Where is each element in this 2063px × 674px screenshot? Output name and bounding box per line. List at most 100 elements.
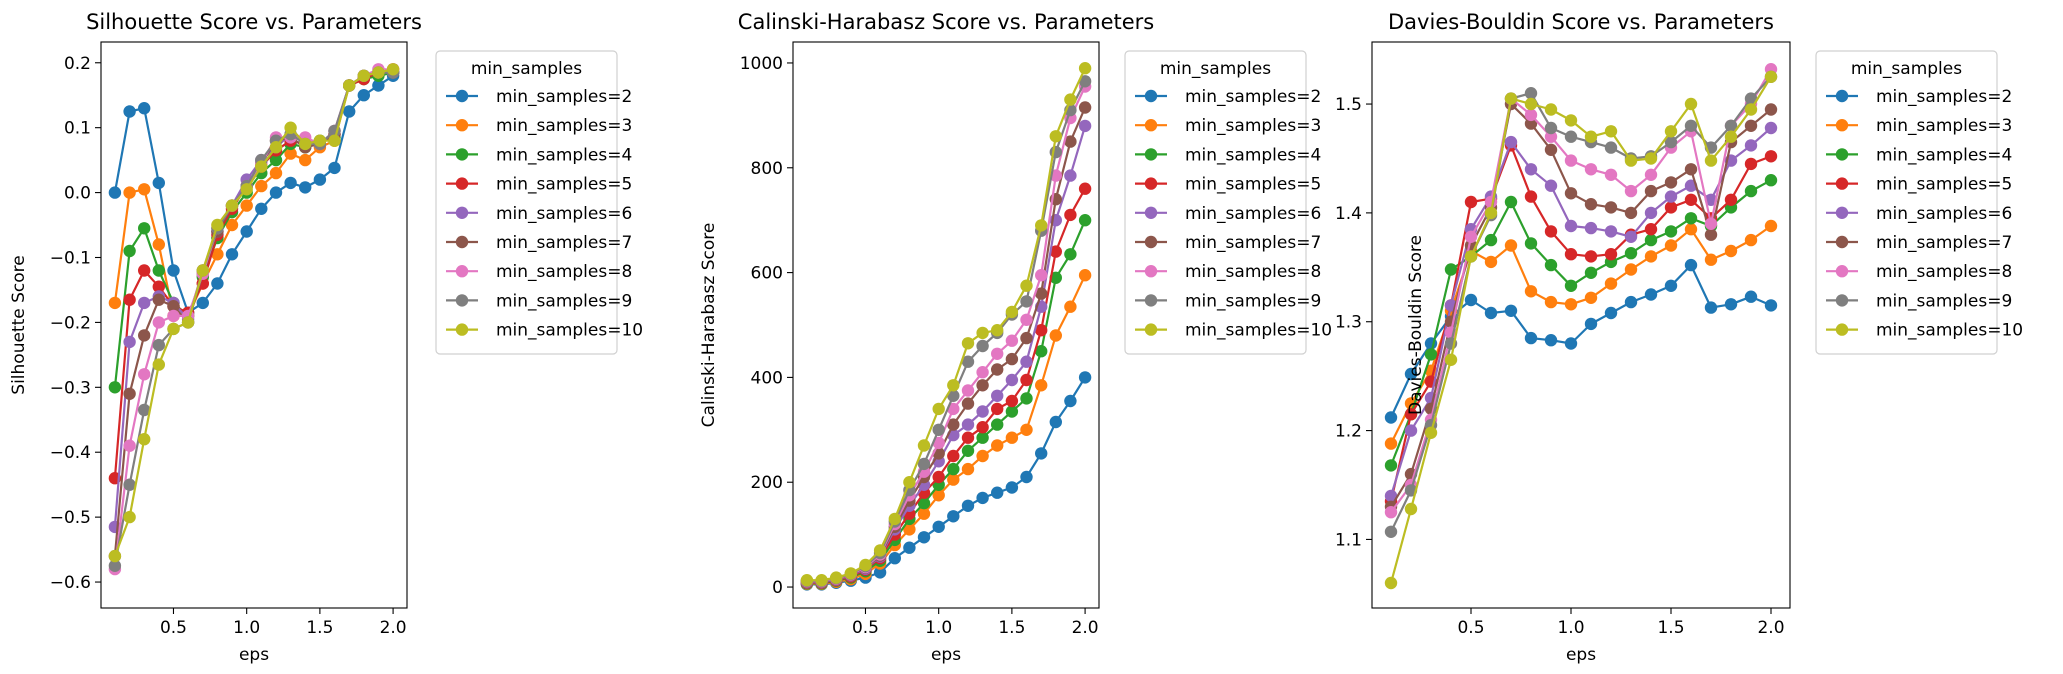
data-point [1644,184,1658,198]
data-point [1764,150,1778,163]
x-tick-label: 2.0 [380,618,407,638]
legend-item: min_samples=10 [1135,321,1332,341]
data-point [1604,141,1618,154]
data-point [225,248,239,261]
legend-item: min_samples=2 [1826,87,2012,107]
data-point [961,418,975,431]
legend-label: min_samples=4 [1185,145,1321,165]
data-point [123,478,136,491]
data-point [167,309,180,323]
data-point [947,449,960,463]
data-point [1684,193,1698,206]
legend-marker [1835,177,1849,190]
legend-label: min_samples=3 [1185,116,1321,136]
data-point [1464,195,1478,209]
legend-item: min_samples=8 [1135,262,1321,282]
legend-title: min_samples [471,59,582,79]
x-tick-label: 1.5 [306,618,333,638]
data-point [1524,331,1538,345]
data-point [1504,92,1518,105]
data-point [167,322,180,336]
x-tick-label: 1.0 [233,618,260,638]
data-point [844,567,857,580]
data-point [1564,248,1578,261]
legend-marker [1144,323,1158,336]
legend-marker [455,119,469,132]
data-point [1020,295,1033,308]
data-point [1684,163,1698,176]
data-point [1564,114,1578,127]
legend-item: min_samples=6 [446,204,632,224]
data-point [1544,103,1558,116]
data-point [1078,371,1092,384]
y-tick-label: 0.0 [64,184,91,204]
y-tick-label: −0.6 [50,573,91,593]
data-point [1078,75,1092,88]
data-point [976,421,989,434]
legend-label: min_samples=4 [1876,145,2012,165]
data-point [1035,269,1048,282]
data-point [1684,212,1698,225]
data-point [991,486,1004,499]
data-point [1404,367,1418,381]
data-point [1404,408,1418,421]
series-4 [108,63,400,485]
data-point [299,181,312,194]
data-point [211,277,224,290]
data-point [1020,423,1033,436]
x-axis-label: eps [239,645,269,665]
legend-title: min_samples [1851,59,1962,79]
data-point [1724,119,1738,132]
legend-marker [1144,177,1158,190]
data-point [961,355,975,368]
data-point [932,402,945,416]
legend-marker [1144,294,1158,307]
series-1 [108,69,400,319]
legend-item: min_samples=10 [1826,321,2023,341]
data-point [152,316,165,329]
legend-frame [1124,50,1307,355]
legend-label: min_samples=8 [1185,262,1321,282]
data-point [1064,208,1077,222]
data-point [138,264,151,277]
data-point [1020,470,1033,484]
data-point [932,489,945,502]
data-point [152,264,165,277]
data-point [1764,219,1778,233]
data-point [1005,373,1019,387]
data-point [1035,219,1048,232]
legend-marker [1835,206,1849,219]
data-point [1704,154,1718,167]
data-point [1704,193,1718,206]
data-point [108,559,122,572]
legend-marker [1835,148,1849,161]
data-point [1049,130,1063,143]
legend: min_samples min_samples=2 min_samples=3min… [1124,50,1332,355]
data-point [181,316,195,329]
data-point [1684,119,1698,132]
data-point [1064,135,1077,148]
legend-item: min_samples=9 [446,291,632,311]
y-tick-label: −0.4 [50,443,91,463]
data-point [1078,214,1092,227]
data-point [976,366,989,379]
data-point [1524,237,1538,250]
legend-label: min_samples=9 [1185,291,1321,311]
data-point [1384,576,1398,590]
data-point [991,363,1004,376]
legend-marker [1144,119,1158,132]
data-point [859,558,872,572]
axes-frame [1371,41,1791,609]
data-point [1604,225,1618,238]
x-tick-label: 0.5 [852,618,879,638]
data-point [1564,219,1578,233]
legend-title: min_samples [1160,59,1271,79]
data-point [1544,295,1558,309]
legend-label: min_samples=4 [496,145,632,165]
data-point [1444,353,1458,366]
data-point [1035,287,1048,300]
data-point [1704,228,1718,241]
data-point [299,137,312,151]
data-point [815,574,828,587]
series-line [1389,76,1772,584]
